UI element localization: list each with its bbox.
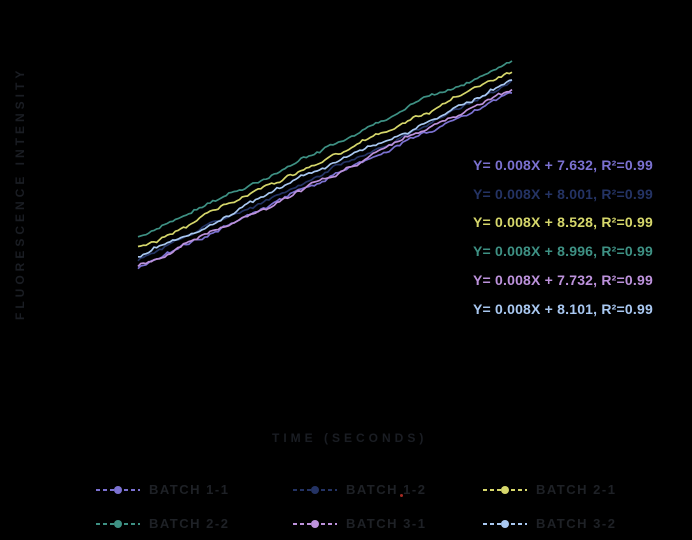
legend-item-batch-3-2: BATCH 3-2 [483, 516, 616, 531]
equation-label-5: Y= 0.008X + 7.732, R²=0.99 [473, 271, 653, 288]
legend-item-batch-2-2: BATCH 2-2 [96, 516, 229, 531]
legend-line-marker-icon [293, 519, 337, 528]
series-line-batch-2-1 [137, 71, 513, 248]
equation-label-3: Y= 0.008X + 8.528, R²=0.99 [473, 214, 653, 231]
legend-label: BATCH 3-1 [346, 516, 427, 531]
legend-label: BATCH 2-2 [149, 516, 230, 531]
legend-label: BATCH 2-1 [536, 482, 617, 497]
legend-line-marker-icon [96, 519, 140, 528]
legend-item-batch-2-1: BATCH 2-1 [483, 482, 616, 497]
legend-label: BATCH 1-1 [149, 482, 230, 497]
legend-line-marker-icon [483, 519, 527, 528]
series-line-batch-3-1 [137, 88, 513, 267]
equation-label-4: Y= 0.008X + 8.996, R²=0.99 [473, 243, 653, 260]
legend-line-marker-icon [483, 485, 527, 494]
legend-item-batch-3-1: BATCH 3-1 [293, 516, 426, 531]
series-line-batch-1-1 [137, 91, 513, 270]
series-line-batch-2-2 [137, 60, 513, 238]
legend-item-batch-1-2: BATCH 1-2 [293, 482, 426, 497]
red-dot-artifact [400, 494, 403, 497]
legend-label: BATCH 3-2 [536, 516, 617, 531]
legend-item-batch-1-1: BATCH 1-1 [96, 482, 229, 497]
legend-line-marker-icon [96, 485, 140, 494]
equation-list: Y= 0.008X + 7.632, R²=0.99 Y= 0.008X + 8.… [473, 151, 653, 323]
legend-line-marker-icon [293, 485, 337, 494]
equation-label-2: Y= 0.008X + 8.001, R²=0.99 [473, 185, 653, 202]
x-axis-label: TIME (SECONDS) [272, 431, 428, 445]
equation-label-1: Y= 0.008X + 7.632, R²=0.99 [473, 157, 653, 173]
legend-label: BATCH 1-2 [346, 482, 427, 497]
series-line-batch-3-2 [137, 79, 513, 258]
plot-area [137, 60, 513, 270]
equation-label-6: Y= 0.008X + 8.101, R²=0.99 [473, 300, 653, 317]
